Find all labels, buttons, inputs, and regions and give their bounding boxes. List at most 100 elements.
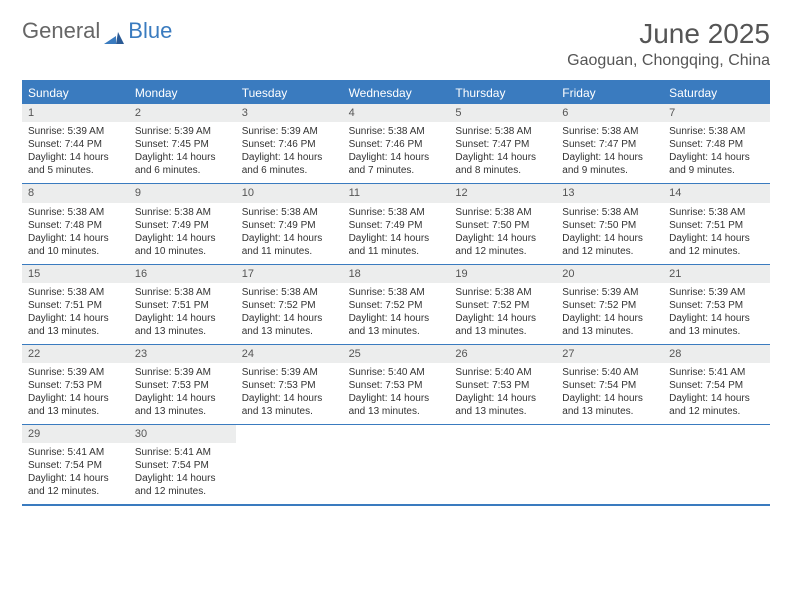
daylight-text: Daylight: 14 hours and 12 minutes. [562, 232, 657, 258]
sunrise-text: Sunrise: 5:39 AM [135, 125, 230, 138]
sunset-text: Sunset: 7:47 PM [455, 138, 550, 151]
day-number: 19 [449, 265, 556, 283]
dow-sunday: Sunday [22, 82, 129, 104]
day-cell: 28Sunrise: 5:41 AMSunset: 7:54 PMDayligh… [663, 345, 770, 424]
day-info: Sunrise: 5:40 AMSunset: 7:54 PMDaylight:… [556, 366, 663, 418]
day-info: Sunrise: 5:41 AMSunset: 7:54 PMDaylight:… [663, 366, 770, 418]
sunset-text: Sunset: 7:50 PM [455, 219, 550, 232]
day-info: Sunrise: 5:38 AMSunset: 7:51 PMDaylight:… [22, 286, 129, 338]
sunset-text: Sunset: 7:53 PM [455, 379, 550, 392]
logo-text-blue: Blue [128, 18, 172, 44]
day-number: 15 [22, 265, 129, 283]
header: General Blue June 2025 Gaoguan, Chongqin… [22, 18, 770, 70]
day-number: 9 [129, 184, 236, 202]
day-info: Sunrise: 5:38 AMSunset: 7:49 PMDaylight:… [343, 206, 450, 258]
sunrise-text: Sunrise: 5:41 AM [669, 366, 764, 379]
sunset-text: Sunset: 7:48 PM [28, 219, 123, 232]
daylight-text: Daylight: 14 hours and 13 minutes. [242, 392, 337, 418]
day-number: 11 [343, 184, 450, 202]
day-info: Sunrise: 5:38 AMSunset: 7:51 PMDaylight:… [129, 286, 236, 338]
day-cell: 1 Sunrise: 5:39 AMSunset: 7:44 PMDaylight… [22, 104, 129, 183]
day-info: Sunrise: 5:40 AMSunset: 7:53 PMDaylight:… [449, 366, 556, 418]
sunset-text: Sunset: 7:51 PM [669, 219, 764, 232]
sunrise-text: Sunrise: 5:38 AM [455, 206, 550, 219]
day-number: 22 [22, 345, 129, 363]
day-cell: 4 Sunrise: 5:38 AMSunset: 7:46 PMDaylight… [343, 104, 450, 183]
sunset-text: Sunset: 7:53 PM [242, 379, 337, 392]
day-info: Sunrise: 5:38 AMSunset: 7:46 PMDaylight:… [343, 125, 450, 177]
day-info: Sunrise: 5:39 AMSunset: 7:45 PMDaylight:… [129, 125, 236, 177]
day-cell: 23Sunrise: 5:39 AMSunset: 7:53 PMDayligh… [129, 345, 236, 424]
day-info: Sunrise: 5:39 AMSunset: 7:44 PMDaylight:… [22, 125, 129, 177]
sunrise-text: Sunrise: 5:38 AM [349, 125, 444, 138]
day-number: 25 [343, 345, 450, 363]
daylight-text: Daylight: 14 hours and 13 minutes. [455, 312, 550, 338]
daylight-text: Daylight: 14 hours and 12 minutes. [28, 472, 123, 498]
sunrise-text: Sunrise: 5:39 AM [242, 366, 337, 379]
day-cell: 2 Sunrise: 5:39 AMSunset: 7:45 PMDaylight… [129, 104, 236, 183]
daylight-text: Daylight: 14 hours and 13 minutes. [349, 392, 444, 418]
daylight-text: Daylight: 14 hours and 13 minutes. [562, 312, 657, 338]
day-number: 2 [129, 104, 236, 122]
sunrise-text: Sunrise: 5:39 AM [562, 286, 657, 299]
day-cell: 24Sunrise: 5:39 AMSunset: 7:53 PMDayligh… [236, 345, 343, 424]
day-info: Sunrise: 5:38 AMSunset: 7:47 PMDaylight:… [556, 125, 663, 177]
sunset-text: Sunset: 7:46 PM [242, 138, 337, 151]
sunset-text: Sunset: 7:54 PM [28, 459, 123, 472]
sunset-text: Sunset: 7:52 PM [562, 299, 657, 312]
sunset-text: Sunset: 7:54 PM [135, 459, 230, 472]
sunset-text: Sunset: 7:49 PM [242, 219, 337, 232]
sunset-text: Sunset: 7:53 PM [135, 379, 230, 392]
sunrise-text: Sunrise: 5:38 AM [242, 206, 337, 219]
day-cell [663, 425, 770, 504]
week-row: 29Sunrise: 5:41 AMSunset: 7:54 PMDayligh… [22, 425, 770, 506]
sunrise-text: Sunrise: 5:41 AM [135, 446, 230, 459]
daylight-text: Daylight: 14 hours and 7 minutes. [349, 151, 444, 177]
day-info: Sunrise: 5:40 AMSunset: 7:53 PMDaylight:… [343, 366, 450, 418]
day-info: Sunrise: 5:38 AMSunset: 7:48 PMDaylight:… [663, 125, 770, 177]
sunset-text: Sunset: 7:49 PM [349, 219, 444, 232]
week-row: 1 Sunrise: 5:39 AMSunset: 7:44 PMDaylight… [22, 104, 770, 184]
day-number: 5 [449, 104, 556, 122]
sunrise-text: Sunrise: 5:38 AM [135, 206, 230, 219]
sunrise-text: Sunrise: 5:38 AM [562, 206, 657, 219]
sunrise-text: Sunrise: 5:40 AM [455, 366, 550, 379]
day-info: Sunrise: 5:41 AMSunset: 7:54 PMDaylight:… [22, 446, 129, 498]
day-cell: 14Sunrise: 5:38 AMSunset: 7:51 PMDayligh… [663, 184, 770, 263]
day-number: 17 [236, 265, 343, 283]
daylight-text: Daylight: 14 hours and 13 minutes. [349, 312, 444, 338]
day-cell: 18Sunrise: 5:38 AMSunset: 7:52 PMDayligh… [343, 265, 450, 344]
logo-icon [104, 24, 124, 38]
sunset-text: Sunset: 7:52 PM [455, 299, 550, 312]
dow-monday: Monday [129, 82, 236, 104]
day-cell: 15 Sunrise: 5:38 AMSunset: 7:51 PMDayligh… [22, 265, 129, 344]
day-number: 16 [129, 265, 236, 283]
day-number: 4 [343, 104, 450, 122]
day-info: Sunrise: 5:39 AMSunset: 7:53 PMDaylight:… [22, 366, 129, 418]
sunset-text: Sunset: 7:50 PM [562, 219, 657, 232]
daylight-text: Daylight: 14 hours and 12 minutes. [455, 232, 550, 258]
day-number: 1 [22, 104, 129, 122]
day-number: 29 [22, 425, 129, 443]
sunrise-text: Sunrise: 5:38 AM [455, 286, 550, 299]
dow-tuesday: Tuesday [236, 82, 343, 104]
day-cell: 5Sunrise: 5:38 AMSunset: 7:47 PMDaylight… [449, 104, 556, 183]
day-number: 26 [449, 345, 556, 363]
day-number: 23 [129, 345, 236, 363]
sunrise-text: Sunrise: 5:38 AM [135, 286, 230, 299]
title-block: June 2025 Gaoguan, Chongqing, China [567, 18, 770, 70]
daylight-text: Daylight: 14 hours and 13 minutes. [455, 392, 550, 418]
sunrise-text: Sunrise: 5:38 AM [28, 206, 123, 219]
day-info: Sunrise: 5:39 AMSunset: 7:53 PMDaylight:… [663, 286, 770, 338]
sunset-text: Sunset: 7:53 PM [669, 299, 764, 312]
week-row: 22Sunrise: 5:39 AMSunset: 7:53 PMDayligh… [22, 345, 770, 425]
daylight-text: Daylight: 14 hours and 13 minutes. [135, 312, 230, 338]
week-row: 8Sunrise: 5:38 AMSunset: 7:48 PMDaylight… [22, 184, 770, 264]
day-number: 7 [663, 104, 770, 122]
dow-wednesday: Wednesday [343, 82, 450, 104]
day-cell: 8Sunrise: 5:38 AMSunset: 7:48 PMDaylight… [22, 184, 129, 263]
sunset-text: Sunset: 7:51 PM [135, 299, 230, 312]
day-number: 18 [343, 265, 450, 283]
day-info: Sunrise: 5:38 AMSunset: 7:52 PMDaylight:… [236, 286, 343, 338]
daylight-text: Daylight: 14 hours and 13 minutes. [28, 312, 123, 338]
